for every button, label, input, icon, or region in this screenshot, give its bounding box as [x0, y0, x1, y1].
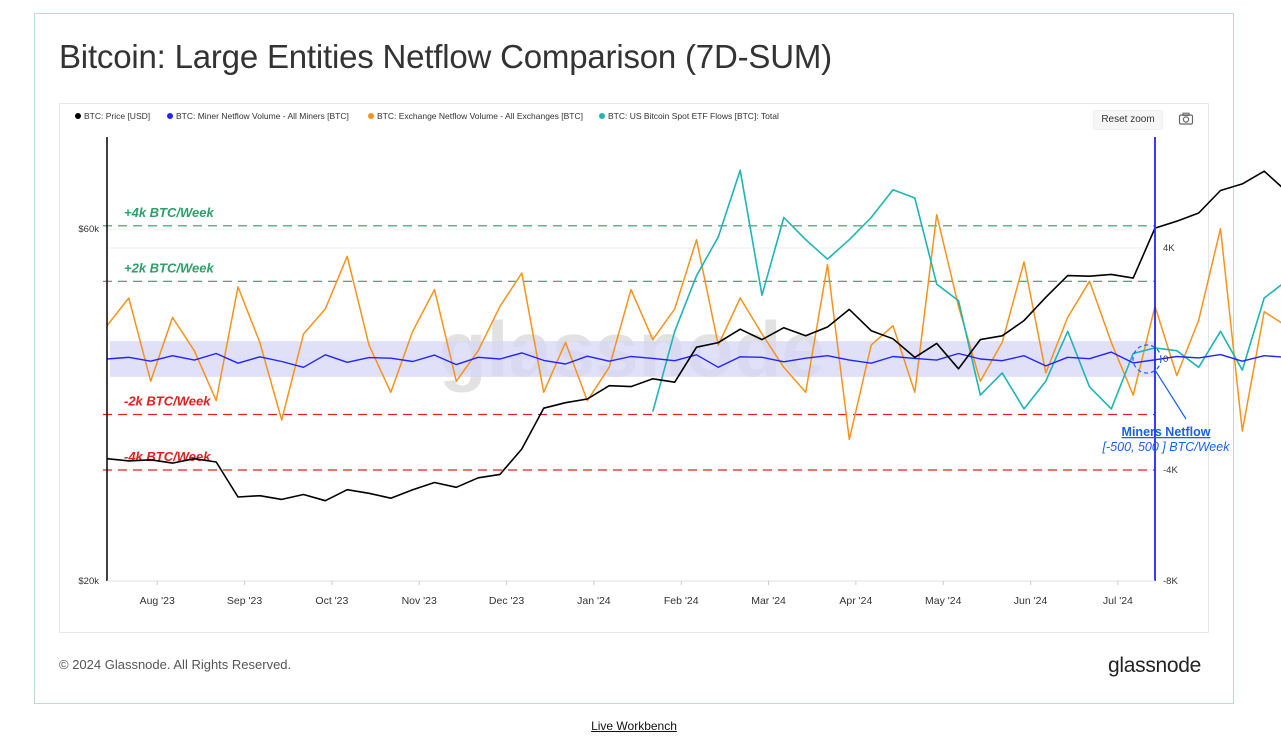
- legend-marker: [599, 113, 605, 119]
- price-line: [106, 170, 1281, 502]
- annotation-subtitle: [-500, 500 ] BTC/Week: [1102, 440, 1231, 454]
- chart-title: Bitcoin: Large Entities Netflow Comparis…: [59, 38, 832, 75]
- legend-label: BTC: US Bitcoin Spot ETF Flows [BTC]: To…: [608, 111, 779, 121]
- reset-zoom-button[interactable]: Reset zoom: [1093, 110, 1163, 130]
- miner-netflow-line: [106, 351, 1281, 368]
- camera-icon[interactable]: [1177, 110, 1195, 128]
- x-tick-label: Sep '23: [227, 595, 262, 607]
- x-tick-label: Apr '24: [839, 595, 872, 607]
- y-right-tick-label: -8K: [1163, 576, 1178, 587]
- y-left-tick-label: $60k: [78, 224, 99, 235]
- x-tick-label: Mar '24: [751, 595, 786, 607]
- exchange-netflow-line: [106, 213, 1281, 441]
- y-right-tick-label: 4K: [1163, 243, 1175, 254]
- y-right-tick-label: -4K: [1163, 465, 1178, 476]
- miners-annotation: Miners Netflow[-500, 500 ] BTC/Week: [1102, 344, 1231, 454]
- legend-marker: [368, 113, 374, 119]
- annotation-circle: [1132, 344, 1162, 374]
- threshold-label: +2k BTC/Week: [124, 260, 214, 275]
- threshold-label: +4k BTC/Week: [124, 205, 214, 220]
- annotation-pointer: [1154, 369, 1187, 420]
- y-right-tick-label: 0: [1163, 354, 1168, 365]
- y-left-tick-label: $20k: [78, 576, 99, 587]
- x-tick-label: Feb '24: [664, 595, 699, 607]
- legend-label: BTC: Miner Netflow Volume - All Miners […: [176, 111, 349, 121]
- threshold-label: -2k BTC/Week: [124, 394, 211, 409]
- x-tick-label: Dec '23: [489, 595, 524, 607]
- x-tick-label: Jan '24: [577, 595, 611, 607]
- live-workbench-link[interactable]: Live Workbench: [591, 719, 677, 733]
- legend: BTC: Price [USD] BTC: Miner Netflow Volum…: [75, 111, 779, 121]
- legend-marker: [167, 113, 173, 119]
- x-tick-label: Nov '23: [402, 595, 437, 607]
- glassnode-logo: glassnode: [1108, 654, 1202, 677]
- legend-label: BTC: Price [USD]: [84, 111, 150, 121]
- x-tick-label: May '24: [925, 595, 962, 607]
- etf-flows-line: [652, 169, 1281, 412]
- legend-marker: [75, 113, 81, 119]
- legend-label: BTC: Exchange Netflow Volume - All Excha…: [377, 111, 583, 121]
- x-tick-label: Jun '24: [1014, 595, 1048, 607]
- x-tick-label: Aug '23: [140, 595, 175, 607]
- axes: $20k $60k 4K 0 -4K -8K Aug '23 Sep '23 Oct '23 No…: [78, 137, 1178, 607]
- series-lines: [106, 169, 1281, 502]
- x-tick-label: Oct '23: [315, 595, 348, 607]
- annotation-title: Miners Netflow: [1122, 425, 1211, 439]
- copyright-text: © 2024 Glassnode. All Rights Reserved.: [59, 657, 292, 672]
- x-tick-label: Jul '24: [1103, 595, 1133, 607]
